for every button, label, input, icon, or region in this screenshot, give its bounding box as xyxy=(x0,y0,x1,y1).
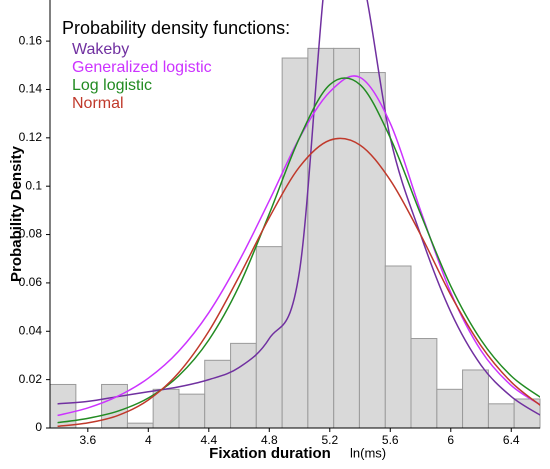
bar xyxy=(101,383,128,429)
y-tick-label: 0.12 xyxy=(19,130,43,144)
pdf-line xyxy=(57,77,540,424)
y-tick-label: 0.1 xyxy=(25,178,42,192)
bar xyxy=(152,388,180,429)
bars xyxy=(49,47,541,429)
curves xyxy=(57,0,540,428)
bar xyxy=(307,47,335,429)
y-tick-label: 0.02 xyxy=(19,372,43,386)
y-axis-label: Probability Density xyxy=(8,145,25,282)
bar xyxy=(487,403,515,429)
x-axis-unit: ln(ms) xyxy=(350,445,386,460)
x-tick-label: 5.2 xyxy=(321,433,338,447)
x-tick-label: 4 xyxy=(145,433,152,447)
x-tick-label: 6.4 xyxy=(503,433,520,447)
bar xyxy=(178,393,206,429)
legend-title: Probability density functions: xyxy=(62,18,290,38)
bar xyxy=(204,359,232,429)
y-tick-label: 0.08 xyxy=(19,227,43,241)
legend-entry: Log logistic xyxy=(72,77,152,94)
pdf-line xyxy=(57,137,540,428)
x-tick-label: 6 xyxy=(447,433,454,447)
x-tick-label: 3.6 xyxy=(79,433,96,447)
bar xyxy=(230,342,257,429)
y-tick-label: 0.06 xyxy=(19,275,43,289)
x-tick-label: 4.4 xyxy=(200,433,217,447)
x-tick-label: 4.8 xyxy=(261,433,278,447)
y-tick-label: 0.16 xyxy=(19,33,43,47)
pdf-line xyxy=(57,0,540,416)
y-tick-label: 0.14 xyxy=(19,82,43,96)
bar xyxy=(358,72,386,429)
bar xyxy=(333,47,360,429)
bar xyxy=(410,338,438,429)
bar xyxy=(384,265,412,429)
legend-entry: Normal xyxy=(72,95,124,112)
bar xyxy=(513,398,541,429)
x-tick-label: 5.6 xyxy=(382,433,399,447)
legend-entry: Wakeby xyxy=(72,41,129,58)
bar xyxy=(126,422,154,429)
bar xyxy=(281,57,309,429)
bar xyxy=(436,388,464,429)
y-tick-label: 0 xyxy=(35,420,42,434)
bar xyxy=(462,369,489,429)
x-axis-label: Fixation duration xyxy=(209,445,331,462)
legend-entry: Generalized logistic xyxy=(72,59,212,76)
y-tick-label: 0.04 xyxy=(19,323,43,337)
